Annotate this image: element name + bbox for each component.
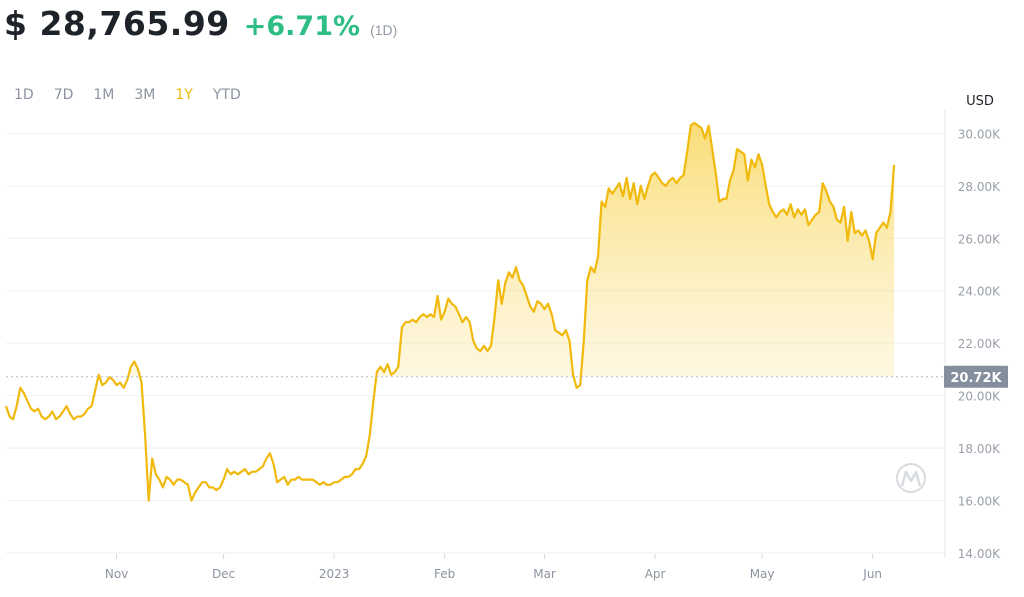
y-tick-label: 30.00K — [958, 127, 1001, 141]
y-tick-label: 16.00K — [958, 495, 1001, 509]
y-tick-label: 26.00K — [958, 232, 1001, 246]
y-tick-label: 24.00K — [958, 285, 1001, 299]
tab-1d[interactable]: 1D — [14, 87, 34, 103]
y-tick-label: 28.00K — [958, 180, 1001, 194]
x-tick-label: Feb — [434, 567, 455, 581]
current-value-badge — [944, 365, 1008, 388]
watermark-logo-icon — [896, 463, 926, 493]
y-tick-label: 22.00K — [958, 337, 1001, 351]
current-value-badge-label: 20.72K — [950, 371, 1002, 386]
y-tick-label: 18.00K — [958, 442, 1001, 456]
current-price: $ 28,765.99 — [4, 4, 230, 43]
tab-1y[interactable]: 1Y — [175, 87, 193, 103]
x-tick-label: Mar — [533, 567, 556, 581]
tab-3m[interactable]: 3M — [134, 87, 156, 103]
x-tick-label: Nov — [105, 567, 128, 581]
x-tick-label: 2023 — [319, 567, 350, 581]
price-line — [4, 121, 896, 502]
time-range-tabs: 1D 7D 1M 3M 1Y YTD — [14, 87, 261, 103]
x-tick-label: Dec — [212, 567, 235, 581]
x-tick-label: May — [750, 567, 775, 581]
price-header: $ 28,765.99 +6.71% (1D) — [4, 4, 397, 48]
price-area-fill — [98, 122, 895, 377]
change-period: (1D) — [370, 22, 398, 38]
x-tick-label: Apr — [645, 567, 666, 581]
tab-7d[interactable]: 7D — [53, 87, 74, 103]
tab-1m[interactable]: 1M — [93, 87, 115, 103]
currency-label: USD — [966, 94, 994, 109]
x-tick-label: Jun — [862, 567, 882, 581]
y-tick-label: 20.00K — [958, 390, 1001, 404]
tab-ytd[interactable]: YTD — [212, 87, 241, 103]
price-change-percent: +6.71% — [243, 11, 361, 42]
y-tick-label: 14.00K — [958, 547, 1001, 561]
